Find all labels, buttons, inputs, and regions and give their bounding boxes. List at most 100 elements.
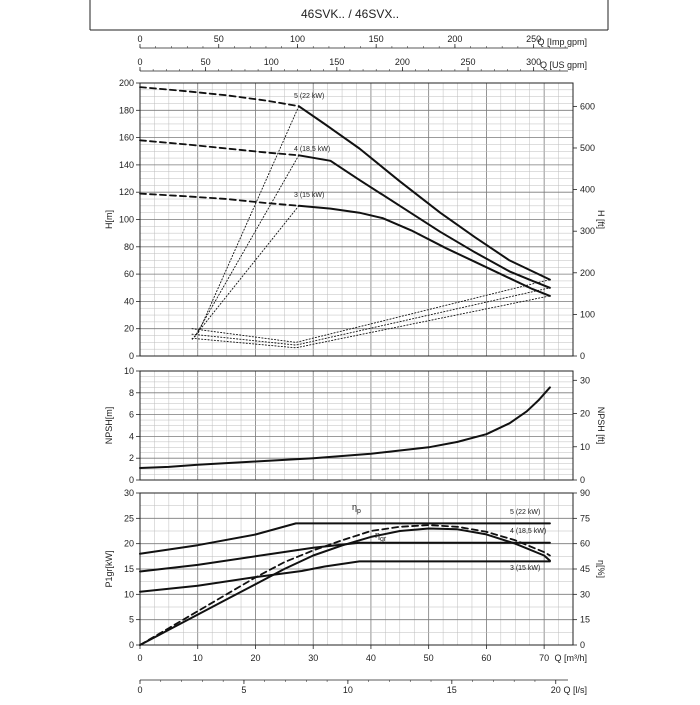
y2-tick-label: 20 — [580, 409, 590, 419]
top-axis-tick-label: 0 — [137, 57, 142, 67]
y2-tick-label: 45 — [580, 564, 590, 574]
y2-tick-label: 15 — [580, 615, 590, 625]
top-axis-tick-label: 300 — [526, 57, 541, 67]
bottom-axis-label: Q [l/s] — [563, 685, 587, 695]
series-line — [191, 279, 551, 343]
series-line — [139, 86, 300, 108]
series-line — [197, 105, 300, 335]
top-axis-tick-label: 200 — [395, 57, 410, 67]
series-line — [191, 205, 300, 341]
y2-tick-label: 0 — [580, 640, 585, 650]
top-axis-tick-label: 100 — [264, 57, 279, 67]
y2-axis-label: η[%] — [596, 560, 606, 578]
head-curve-label: 5 (22 kW) — [294, 93, 324, 100]
bottom-axis-tick-label: 5 — [241, 685, 246, 695]
series-line — [194, 154, 300, 338]
y-tick-label: 8 — [129, 388, 134, 398]
y-tick-label: 160 — [119, 133, 134, 143]
series-line — [139, 541, 551, 573]
top-axis-tick-label: 250 — [461, 57, 476, 67]
eta-group-label: ηgr — [375, 530, 387, 543]
series-line — [139, 522, 551, 555]
y2-tick-label: 600 — [580, 101, 595, 111]
y-tick-label: 30 — [124, 488, 134, 498]
bottom-axis-tick-label: 20 — [551, 685, 561, 695]
series-line — [297, 204, 551, 297]
y2-tick-label: 300 — [580, 226, 595, 236]
y2-tick-label: 30 — [580, 375, 590, 385]
y2-tick-label: 500 — [580, 143, 595, 153]
top-axis-tick-label: 150 — [329, 57, 344, 67]
x-tick-label: 40 — [366, 653, 376, 663]
y2-tick-label: 60 — [580, 539, 590, 549]
x-tick-label: 0 — [137, 653, 142, 663]
y-tick-label: 4 — [129, 431, 134, 441]
head-curve-label: 3 (15 kW) — [294, 192, 324, 199]
bottom-axis-tick-label: 0 — [137, 685, 142, 695]
series-line — [191, 295, 551, 349]
x-tick-label: 70 — [539, 653, 549, 663]
y-tick-label: 25 — [124, 513, 134, 523]
series-line — [191, 287, 551, 346]
series-line — [139, 524, 551, 646]
series-line — [139, 386, 551, 469]
y-tick-label: 10 — [124, 366, 134, 376]
y-tick-label: 40 — [124, 296, 134, 306]
y2-tick-label: 400 — [580, 185, 595, 195]
series-line — [139, 139, 300, 157]
top-axis-label: Q [Imp gpm] — [537, 37, 587, 47]
y-tick-label: 10 — [124, 589, 134, 599]
y-tick-label: 80 — [124, 242, 134, 252]
y-tick-label: 5 — [129, 615, 134, 625]
chart-title: 46SVK.. / 46SVX.. — [301, 7, 399, 21]
bottom-axis-tick-label: 10 — [343, 685, 353, 695]
y-tick-label: 180 — [119, 105, 134, 115]
series-line — [139, 560, 551, 593]
series-line — [297, 105, 551, 281]
x-axis-label: Q [m³/h] — [554, 653, 587, 663]
label-layer: 0204060801001201401601802000100200300400… — [104, 34, 606, 695]
y2-tick-label: 100 — [580, 309, 595, 319]
series-line — [139, 527, 551, 646]
top-axis-tick-label: 250 — [526, 34, 541, 44]
y-tick-label: 140 — [119, 160, 134, 170]
bottom-axis-tick-label: 15 — [447, 685, 457, 695]
top-axis-tick-label: 0 — [137, 34, 142, 44]
y2-tick-label: 0 — [580, 351, 585, 361]
top-axis-label: Q [US gpm] — [540, 60, 587, 70]
x-tick-label: 50 — [424, 653, 434, 663]
y-tick-label: 2 — [129, 453, 134, 463]
series-line — [139, 192, 300, 207]
top-axis-tick-label: 50 — [201, 57, 211, 67]
y-tick-label: 20 — [124, 539, 134, 549]
x-tick-label: 60 — [481, 653, 491, 663]
y2-tick-label: 0 — [580, 475, 585, 485]
y-axis-label: NPSH[m] — [104, 407, 114, 445]
y-tick-label: 100 — [119, 215, 134, 225]
axes-layer — [136, 44, 577, 684]
power-curve-label: 5 (22 kW) — [510, 509, 540, 516]
x-tick-label: 30 — [308, 653, 318, 663]
power-curve-label: 3 (15 kW) — [510, 565, 540, 572]
y-tick-label: 6 — [129, 410, 134, 420]
y2-axis-label: NPSH [ft] — [596, 407, 606, 445]
y-axis-label: P1gr[kW] — [104, 550, 114, 587]
plot-frame — [139, 370, 574, 481]
y-tick-label: 60 — [124, 269, 134, 279]
y2-tick-label: 10 — [580, 442, 590, 452]
top-axis-tick-label: 150 — [369, 34, 384, 44]
x-tick-label: 20 — [250, 653, 260, 663]
y2-tick-label: 90 — [580, 488, 590, 498]
top-axis-tick-label: 100 — [290, 34, 305, 44]
power-curve-label: 4 (18,5 kW) — [510, 528, 546, 535]
y-tick-label: 200 — [119, 78, 134, 88]
top-axis-tick-label: 50 — [214, 34, 224, 44]
eta-pump-label: ηp — [352, 502, 361, 515]
y-axis-label: H[m] — [104, 210, 114, 229]
y-tick-label: 0 — [129, 640, 134, 650]
eta-pump-subscript: p — [357, 508, 361, 515]
head-curve-label: 4 (18,5 kW) — [294, 146, 330, 153]
y-tick-label: 0 — [129, 351, 134, 361]
y2-tick-label: 75 — [580, 513, 590, 523]
